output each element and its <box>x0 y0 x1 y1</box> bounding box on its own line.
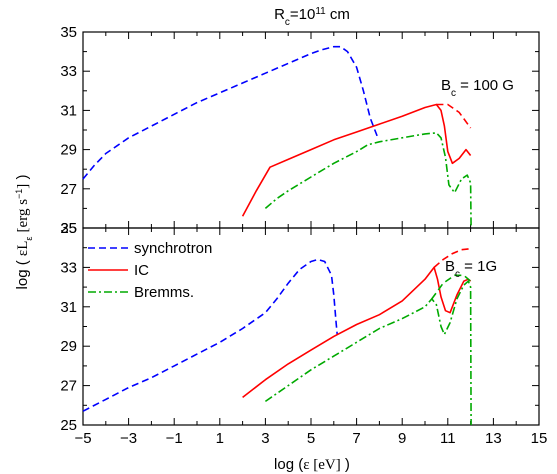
x-axis-label: log (ε [eV] ) <box>274 456 350 473</box>
x-tick-label: 5 <box>307 430 315 447</box>
x-tick-label: 9 <box>398 430 406 447</box>
annotation-top: Bc = 100 G <box>441 77 514 99</box>
y-tick-label-bottom: 31 <box>60 299 77 316</box>
series-bremms-top <box>265 133 471 228</box>
series-synchrotron-bottom <box>83 260 337 412</box>
chart-title: Rc=1011 cm <box>274 6 350 28</box>
y-tick-label-top: 27 <box>60 181 77 198</box>
y-tick-label-top: 35 <box>60 24 77 41</box>
y-tick-label-top: 31 <box>60 102 77 119</box>
top-panel-series <box>83 47 471 228</box>
y-tick-label-bottom: 35 <box>60 220 77 237</box>
x-tick-label: 1 <box>216 430 224 447</box>
y-tick-label-bottom: 33 <box>60 259 77 276</box>
y-tick-label-top: 33 <box>60 63 77 80</box>
x-tick-label: −5 <box>74 430 91 447</box>
x-tick-label: 11 <box>440 430 456 447</box>
y-tick-label-bottom: 27 <box>60 378 77 395</box>
y-axis-label: log ( εLε [erg s−1] ) <box>14 175 34 290</box>
legend-label-ic: IC <box>134 262 149 279</box>
legend-label-bremms: Bremms. <box>134 284 194 301</box>
x-tick-label: 3 <box>261 430 269 447</box>
annotation-bottom: Bc = 1G <box>445 258 497 280</box>
x-tick-label: 15 <box>531 430 548 447</box>
series-synchrotron-top <box>83 47 377 179</box>
x-tick-label: −1 <box>166 430 183 447</box>
legend-label-synchrotron: synchrotron <box>134 240 212 257</box>
x-tick-label: −3 <box>120 430 137 447</box>
x-tick-label: 13 <box>485 430 502 447</box>
series-ic-top <box>243 105 471 217</box>
y-tick-label-bottom: 29 <box>60 338 77 355</box>
legend: synchrotron IC Bremms. <box>88 240 212 301</box>
x-tick-label: 7 <box>352 430 360 447</box>
series-bremms-bottom <box>265 281 471 425</box>
y-tick-label-top: 29 <box>60 142 77 159</box>
series-ic-bottom <box>243 267 471 397</box>
top-panel-frame <box>83 32 539 228</box>
